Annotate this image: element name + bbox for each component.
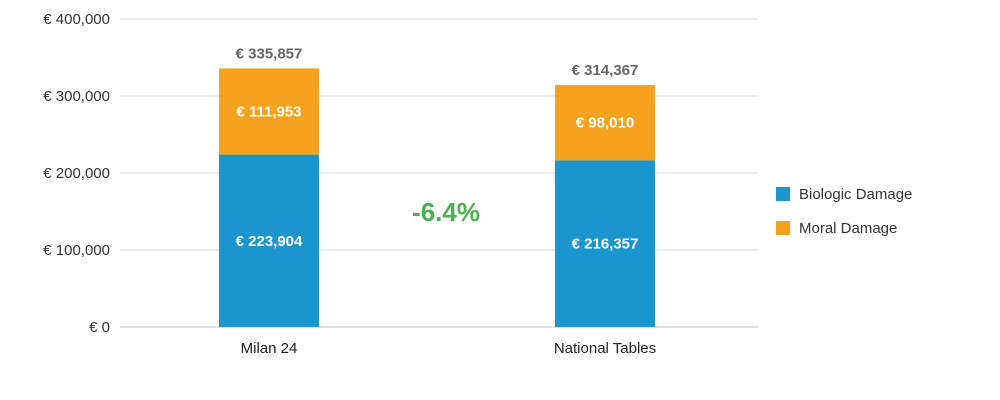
bar-segment-label: € 98,010 xyxy=(576,115,634,132)
legend-swatch xyxy=(776,221,790,235)
bar-segment-label: € 111,953 xyxy=(236,103,301,120)
bar-segment-label: € 216,357 xyxy=(572,236,639,253)
gridlines xyxy=(120,18,758,328)
legend-label: Biologic Damage xyxy=(799,186,912,203)
y-tick-label: € 200,000 xyxy=(43,165,110,182)
y-axis-ticks: € 0 € 100,000 € 200,000 € 300,000 € 400,000 xyxy=(43,11,110,336)
x-category-label: Milan 24 xyxy=(241,340,298,357)
percent-change-annotation: -6.4% xyxy=(412,197,480,227)
bar-total-label: € 335,857 xyxy=(236,45,303,62)
bars: € 223,904 € 111,953 € 335,857 € 216,357 € 98… xyxy=(219,45,655,327)
bar-segment xyxy=(219,154,319,327)
y-tick-label: € 0 xyxy=(89,319,110,336)
y-tick-label: € 300,000 xyxy=(43,88,110,105)
x-axis-labels: Milan 24 National Tables xyxy=(241,340,657,357)
bar-segment-label: € 223,904 xyxy=(236,233,303,250)
bar-segment xyxy=(555,160,655,327)
legend: Biologic Damage Moral Damage xyxy=(776,186,912,237)
y-tick-label: € 400,000 xyxy=(43,11,110,28)
bar-segment xyxy=(555,84,655,161)
bar-segment xyxy=(219,68,319,155)
bar-total-label: € 314,367 xyxy=(572,62,639,79)
y-tick-label: € 100,000 xyxy=(43,242,110,259)
legend-label: Moral Damage xyxy=(799,220,897,237)
legend-swatch xyxy=(776,187,790,201)
x-category-label: National Tables xyxy=(554,340,656,357)
